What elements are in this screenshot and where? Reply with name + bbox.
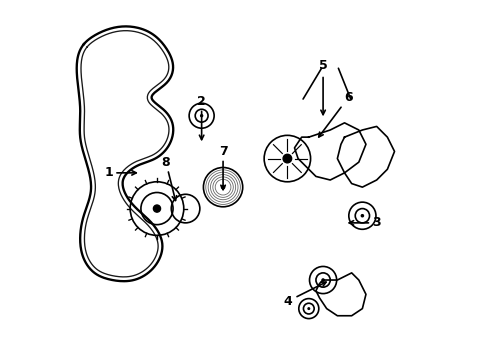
Circle shape [307, 308, 309, 309]
Text: 6: 6 [343, 91, 352, 104]
Text: 5: 5 [318, 59, 327, 72]
Text: 4: 4 [283, 295, 291, 308]
Text: 3: 3 [371, 216, 380, 229]
Circle shape [321, 279, 324, 281]
Circle shape [153, 205, 160, 212]
Circle shape [361, 215, 363, 217]
Text: 1: 1 [104, 166, 113, 179]
Circle shape [283, 154, 291, 163]
Text: 8: 8 [161, 156, 170, 168]
Text: 2: 2 [197, 95, 205, 108]
Circle shape [221, 185, 224, 189]
Text: 7: 7 [218, 145, 227, 158]
Circle shape [200, 115, 202, 117]
